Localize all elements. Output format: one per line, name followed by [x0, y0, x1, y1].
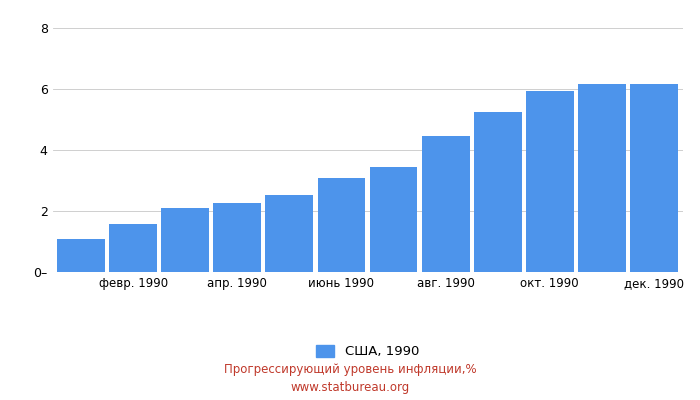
- Bar: [57, 239, 105, 272]
- Text: www.statbureau.org: www.statbureau.org: [290, 381, 410, 394]
- Bar: [161, 208, 209, 272]
- Bar: [421, 136, 470, 272]
- Bar: [265, 194, 314, 272]
- Bar: [214, 203, 261, 272]
- Bar: [630, 84, 678, 272]
- Bar: [578, 84, 626, 272]
- Text: Прогрессирующий уровень инфляции,%: Прогрессирующий уровень инфляции,%: [224, 364, 476, 376]
- Bar: [370, 167, 417, 272]
- Bar: [318, 178, 365, 272]
- Bar: [474, 112, 522, 272]
- Bar: [526, 91, 574, 272]
- Legend: США, 1990: США, 1990: [316, 345, 419, 358]
- Bar: [109, 224, 158, 272]
